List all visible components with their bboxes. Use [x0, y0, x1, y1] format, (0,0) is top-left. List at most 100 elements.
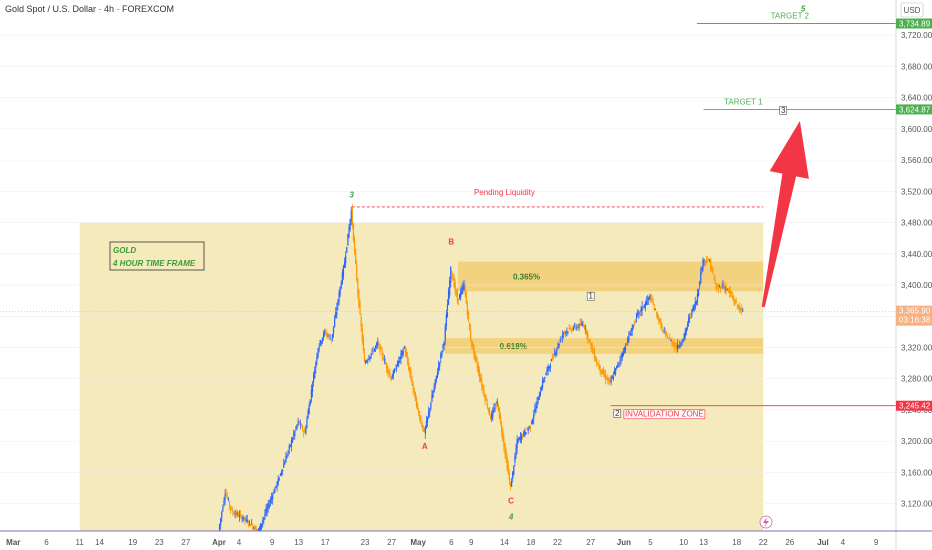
candle-body — [565, 331, 567, 334]
candle-body — [324, 331, 326, 333]
candle-body — [614, 368, 617, 374]
time-tick-label: 13 — [294, 538, 303, 547]
wave-box-marker — [613, 409, 622, 418]
candle-body — [682, 338, 684, 343]
candle-body — [391, 377, 393, 380]
candle-body — [257, 529, 259, 531]
candle-body — [220, 517, 222, 525]
candle-body — [519, 436, 522, 441]
candle-body — [269, 500, 272, 503]
candle-body — [631, 327, 633, 332]
candle-body — [574, 325, 576, 327]
candle-body — [619, 359, 621, 362]
candle-body — [256, 529, 258, 531]
candle-body — [695, 300, 697, 305]
candle-body — [555, 352, 557, 355]
candle-body — [242, 518, 244, 520]
candle-body — [411, 378, 413, 386]
candle-body — [499, 415, 502, 423]
candle-body — [349, 219, 351, 229]
candle-body — [380, 347, 382, 351]
candle-body — [527, 428, 529, 431]
candle-body — [710, 259, 712, 269]
candle-body — [450, 267, 452, 283]
candle-body — [637, 312, 639, 315]
candle-body — [252, 525, 254, 529]
candle-body — [503, 437, 505, 447]
candle-body — [397, 361, 399, 367]
candle-body — [446, 304, 449, 318]
candle-body — [426, 416, 429, 422]
candle-body — [520, 434, 523, 440]
candle-body — [279, 473, 282, 476]
candle-body — [241, 516, 243, 520]
candle-body — [526, 428, 528, 430]
candle-body — [626, 343, 628, 345]
current-price-tag-text: 3,365.90 — [899, 307, 931, 316]
candle-body — [378, 344, 380, 345]
candle-body — [489, 415, 492, 420]
candle-body — [301, 425, 304, 431]
candle-body — [351, 208, 353, 226]
candle-body — [709, 261, 711, 262]
candle-body — [562, 332, 565, 334]
candle-body — [486, 403, 488, 408]
candle-body — [434, 379, 436, 386]
wave-box-marker-label: 2 — [615, 409, 620, 418]
candle-body — [593, 351, 596, 359]
candle-body — [600, 370, 602, 373]
candle-body — [623, 347, 626, 352]
wave-box-marker-label: 1 — [588, 292, 593, 301]
candle-body — [416, 402, 419, 409]
price-tick-label: 3,320.00 — [901, 343, 932, 352]
candle-body — [273, 493, 275, 494]
candle-body — [679, 345, 681, 346]
candle-body — [290, 440, 293, 447]
candle-body — [369, 356, 371, 359]
candle-body — [419, 414, 421, 420]
candle-body — [267, 503, 269, 509]
candle-body — [742, 310, 744, 312]
candle-body — [509, 482, 512, 487]
candle-body — [386, 362, 388, 369]
candle-body — [586, 330, 588, 337]
time-tick-label: 17 — [321, 538, 330, 547]
candle-body — [311, 385, 314, 393]
candle-body — [571, 328, 574, 331]
candle-body — [605, 374, 607, 379]
candle-body — [532, 419, 534, 424]
candle-body — [606, 377, 608, 381]
candle-body — [293, 434, 295, 436]
candle-body — [534, 408, 536, 412]
candle-body — [478, 370, 481, 378]
candle-body — [283, 463, 285, 468]
candle-body — [224, 494, 226, 500]
candle-body — [346, 246, 348, 253]
candle-body — [275, 485, 277, 487]
candle-body — [468, 323, 471, 331]
invalidation-tag-text: 3,245.42 — [899, 402, 931, 411]
candle-body — [481, 378, 483, 387]
time-tick-label: 14 — [500, 538, 509, 547]
candle-body — [285, 456, 287, 463]
time-tick-label: 6 — [44, 538, 49, 547]
candle-body — [590, 342, 592, 349]
candle-body — [278, 478, 280, 480]
target-1-label: TARGET 1 — [724, 97, 763, 106]
time-tick-label: 27 — [586, 538, 595, 547]
candle-body — [407, 356, 409, 364]
candle-body — [548, 366, 550, 369]
candle-body — [428, 411, 430, 417]
candle-body — [356, 264, 358, 281]
candle-body — [466, 303, 468, 315]
candle-body — [511, 481, 513, 487]
price-tick-label: 3,120.00 — [901, 500, 932, 509]
time-tick-label: 27 — [387, 538, 396, 547]
candle-body — [435, 375, 437, 380]
candle-body — [325, 332, 327, 335]
candle-body — [701, 267, 703, 272]
candle-body — [686, 324, 689, 327]
chart-title: Gold Spot / U.S. Dollar · 4h · FOREXCOM — [5, 4, 174, 14]
